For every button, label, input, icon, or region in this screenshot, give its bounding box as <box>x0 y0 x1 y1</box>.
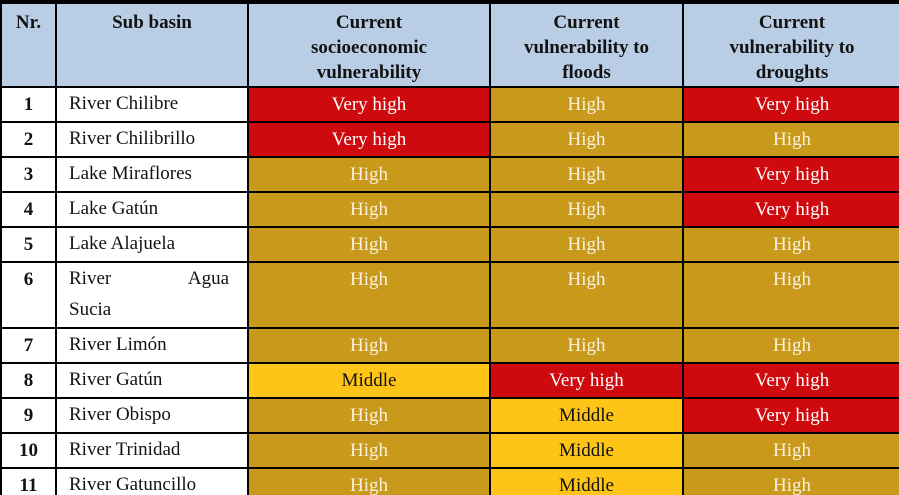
cell-flood-vulnerability: High <box>489 86 684 123</box>
column-header-flood-vulnerability: Current vulnerability to floods <box>489 1 684 88</box>
cell-drought-vulnerability: Very high <box>682 156 899 193</box>
cell-drought-vulnerability: High <box>682 226 899 263</box>
cell-flood-vulnerability: High <box>489 121 684 158</box>
cell-flood-vulnerability: High <box>489 261 684 329</box>
cell-socioeconomic-vulnerability: High <box>247 327 491 364</box>
cell-sub-basin: River Gatuncillo <box>55 467 249 495</box>
cell-nr: 10 <box>0 432 57 469</box>
cell-nr: 5 <box>0 226 57 263</box>
cell-socioeconomic-vulnerability: High <box>247 432 491 469</box>
column-header-drought-vulnerability: Current vulnerability to droughts <box>682 1 899 88</box>
table-row: 4 Lake Gatún High High Very high <box>0 191 899 228</box>
cell-flood-vulnerability: High <box>489 226 684 263</box>
cell-flood-vulnerability: Middle <box>489 432 684 469</box>
cell-nr: 8 <box>0 362 57 399</box>
cell-flood-vulnerability: Middle <box>489 467 684 495</box>
table-row: 11 River Gatuncillo High Middle High <box>0 467 899 495</box>
cell-drought-vulnerability: Very high <box>682 362 899 399</box>
cell-sub-basin: River Trinidad <box>55 432 249 469</box>
cell-sub-basin: Lake Miraflores <box>55 156 249 193</box>
cell-flood-vulnerability: High <box>489 327 684 364</box>
cell-sub-basin: River Chilibre <box>55 86 249 123</box>
table-row: 9 River Obispo High Middle Very high <box>0 397 899 434</box>
cell-drought-vulnerability: High <box>682 261 899 329</box>
cell-flood-vulnerability: Middle <box>489 397 684 434</box>
cell-nr: 9 <box>0 397 57 434</box>
table-row: 5 Lake Alajuela High High High <box>0 226 899 263</box>
cell-drought-vulnerability: High <box>682 467 899 495</box>
cell-socioeconomic-vulnerability: High <box>247 261 491 329</box>
table-row: 1 River Chilibre Very high High Very high <box>0 86 899 123</box>
cell-socioeconomic-vulnerability: High <box>247 467 491 495</box>
cell-socioeconomic-vulnerability: Very high <box>247 86 491 123</box>
cell-nr: 3 <box>0 156 57 193</box>
header-row: Nr. Sub basin Current socioeconomic vuln… <box>0 1 899 88</box>
cell-sub-basin: River Chilibrillo <box>55 121 249 158</box>
cell-flood-vulnerability: Very high <box>489 362 684 399</box>
table-row: 7 River Limón High High High <box>0 327 899 364</box>
cell-nr: 4 <box>0 191 57 228</box>
cell-nr: 2 <box>0 121 57 158</box>
cell-sub-basin: River Obispo <box>55 397 249 434</box>
table-row: 6 River Agua Sucia High High High <box>0 261 899 329</box>
cell-drought-vulnerability: High <box>682 432 899 469</box>
table-row: 2 River Chilibrillo Very high High High <box>0 121 899 158</box>
cell-socioeconomic-vulnerability: High <box>247 226 491 263</box>
cell-sub-basin: River Limón <box>55 327 249 364</box>
cell-nr: 7 <box>0 327 57 364</box>
table-row: 3 Lake Miraflores High High Very high <box>0 156 899 193</box>
cell-drought-vulnerability: High <box>682 327 899 364</box>
cell-nr: 6 <box>0 261 57 329</box>
cell-socioeconomic-vulnerability: Very high <box>247 121 491 158</box>
cell-sub-basin: River Agua Sucia <box>55 261 249 329</box>
cell-socioeconomic-vulnerability: High <box>247 397 491 434</box>
cell-socioeconomic-vulnerability: High <box>247 156 491 193</box>
column-header-sub-basin: Sub basin <box>55 1 249 88</box>
cell-socioeconomic-vulnerability: Middle <box>247 362 491 399</box>
cell-nr: 1 <box>0 86 57 123</box>
cell-socioeconomic-vulnerability: High <box>247 191 491 228</box>
cell-sub-basin: Lake Gatún <box>55 191 249 228</box>
cell-drought-vulnerability: High <box>682 121 899 158</box>
table-row: 10 River Trinidad High Middle High <box>0 432 899 469</box>
table-row: 8 River Gatún Middle Very high Very high <box>0 362 899 399</box>
cell-sub-basin: Lake Alajuela <box>55 226 249 263</box>
cell-sub-basin: River Gatún <box>55 362 249 399</box>
cell-nr: 11 <box>0 467 57 495</box>
cell-drought-vulnerability: Very high <box>682 86 899 123</box>
column-header-socioeconomic-vulnerability: Current socioeconomic vulnerability <box>247 1 491 88</box>
cell-flood-vulnerability: High <box>489 156 684 193</box>
cell-drought-vulnerability: Very high <box>682 397 899 434</box>
column-header-nr: Nr. <box>0 1 57 88</box>
cell-drought-vulnerability: Very high <box>682 191 899 228</box>
cell-flood-vulnerability: High <box>489 191 684 228</box>
